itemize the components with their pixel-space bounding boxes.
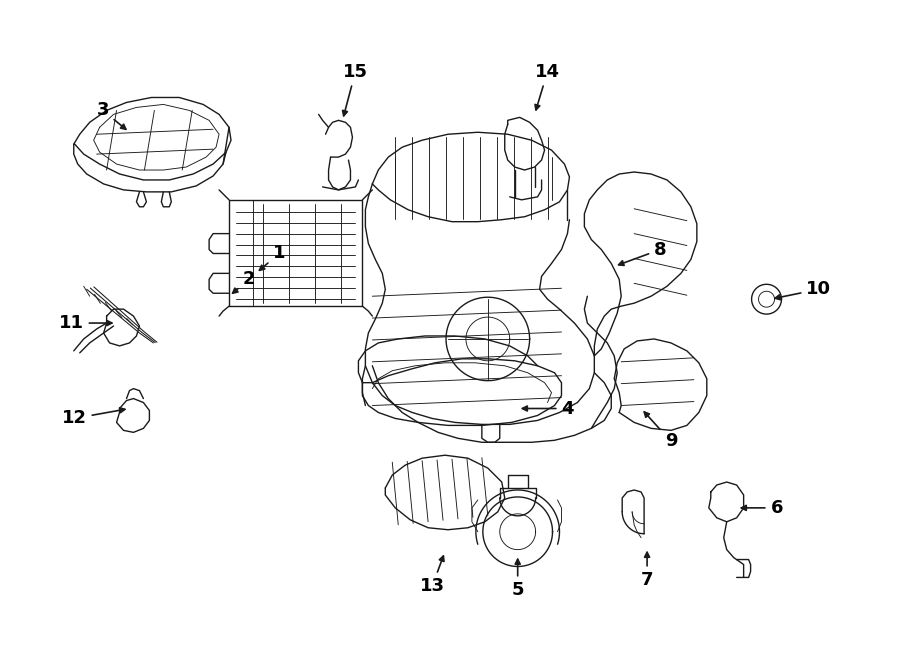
Text: 2: 2 xyxy=(232,270,256,293)
Text: 10: 10 xyxy=(775,280,832,299)
Text: 4: 4 xyxy=(522,399,574,418)
Text: 8: 8 xyxy=(618,241,667,266)
Text: 13: 13 xyxy=(419,556,445,596)
Text: 5: 5 xyxy=(511,559,524,600)
Text: 3: 3 xyxy=(96,101,126,130)
Text: 9: 9 xyxy=(644,412,677,450)
Text: 15: 15 xyxy=(343,63,368,116)
Text: 14: 14 xyxy=(535,63,560,110)
Text: 7: 7 xyxy=(641,552,653,590)
Text: 12: 12 xyxy=(62,408,125,428)
Text: 6: 6 xyxy=(742,499,783,517)
Text: 11: 11 xyxy=(58,314,112,332)
Text: 1: 1 xyxy=(259,245,285,270)
